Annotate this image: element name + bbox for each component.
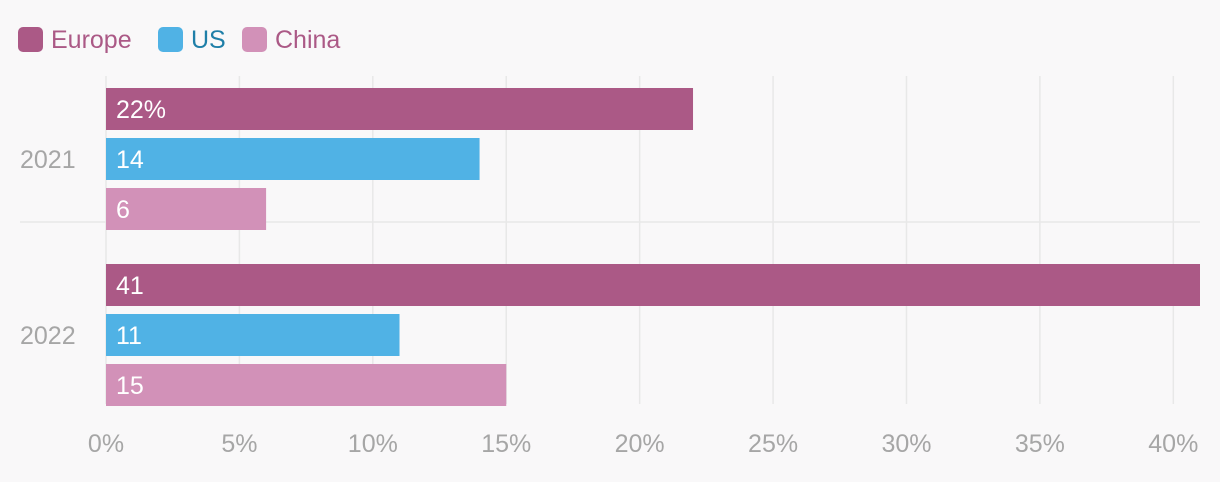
bar-data-label: 6 <box>116 196 130 224</box>
x-tick-label: 5% <box>221 430 257 458</box>
legend-label: US <box>191 26 226 54</box>
bar-data-label: 11 <box>116 322 142 350</box>
legend[interactable]: Europe US China <box>18 26 340 54</box>
bar-europe-2022[interactable] <box>106 264 1200 306</box>
bar-us-2021[interactable] <box>106 138 480 180</box>
x-tick-label: 40% <box>1148 430 1198 458</box>
x-tick-label: 10% <box>348 430 398 458</box>
legend-swatch <box>158 27 183 52</box>
category-label-2022: 2022 <box>20 322 76 350</box>
legend-item-europe[interactable]: Europe <box>18 26 132 54</box>
bar-china-2022[interactable] <box>106 364 507 406</box>
x-tick-label: 15% <box>481 430 531 458</box>
x-axis-ticks: 0% 5% 10% 15% 20% 25% 30% 35% 40% <box>88 430 1198 458</box>
bar-data-label: 22% <box>116 96 166 124</box>
bar-data-label: 15 <box>116 372 144 400</box>
category-labels: 2021 2022 <box>20 146 76 350</box>
bar-data-label: 41 <box>116 272 144 300</box>
legend-swatch <box>242 27 267 52</box>
category-label-2021: 2021 <box>20 146 76 174</box>
bar-china-2021[interactable] <box>106 188 267 230</box>
legend-label: Europe <box>51 26 132 54</box>
bar-europe-2021[interactable] <box>106 88 694 130</box>
x-tick-label: 35% <box>1015 430 1065 458</box>
bars: 22% 14 6 41 11 15 <box>106 88 1200 406</box>
legend-item-us[interactable]: US <box>158 26 226 54</box>
bar-data-label: 14 <box>116 146 144 174</box>
x-tick-label: 0% <box>88 430 124 458</box>
legend-item-china[interactable]: China <box>242 26 340 54</box>
x-tick-label: 20% <box>615 430 665 458</box>
legend-swatch <box>18 27 43 52</box>
legend-label: China <box>275 26 340 54</box>
x-tick-label: 25% <box>748 430 798 458</box>
bar-us-2022[interactable] <box>106 314 400 356</box>
x-tick-label: 30% <box>881 430 931 458</box>
